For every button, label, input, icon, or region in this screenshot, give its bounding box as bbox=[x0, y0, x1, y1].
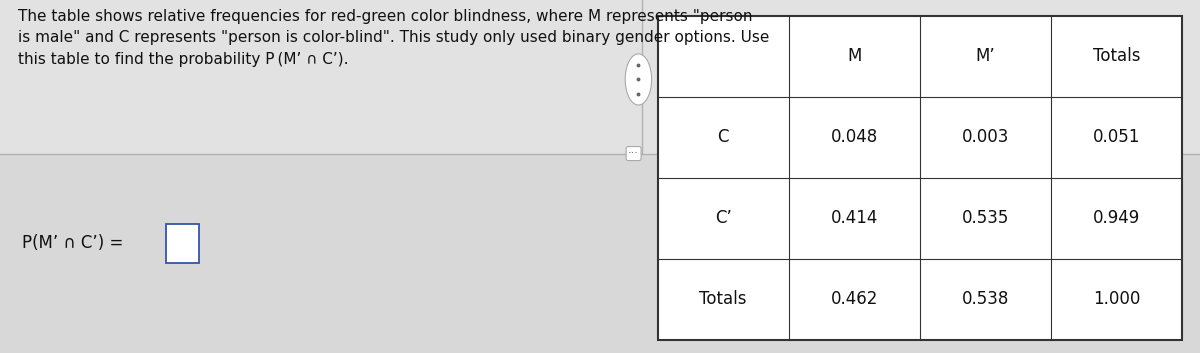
Text: 0.538: 0.538 bbox=[961, 290, 1009, 308]
Text: 0.048: 0.048 bbox=[830, 128, 878, 146]
Text: P(M’ ∩ C’) =: P(M’ ∩ C’) = bbox=[22, 234, 122, 252]
Text: C’: C’ bbox=[715, 209, 732, 227]
Text: 0.051: 0.051 bbox=[1093, 128, 1140, 146]
Text: M: M bbox=[847, 47, 862, 65]
Text: 1.000: 1.000 bbox=[1093, 290, 1140, 308]
Text: 0.414: 0.414 bbox=[830, 209, 878, 227]
Text: 0.462: 0.462 bbox=[830, 290, 878, 308]
Bar bbox=[658, 16, 1182, 340]
Text: C: C bbox=[718, 128, 728, 146]
Text: Totals: Totals bbox=[1093, 47, 1140, 65]
Ellipse shape bbox=[625, 54, 652, 105]
Text: Totals: Totals bbox=[700, 290, 746, 308]
Text: 0.535: 0.535 bbox=[961, 209, 1009, 227]
FancyBboxPatch shape bbox=[166, 224, 199, 263]
Text: M’: M’ bbox=[976, 47, 995, 65]
Text: The table shows relative frequencies for red-green color blindness, where M repr: The table shows relative frequencies for… bbox=[18, 9, 769, 67]
Text: ···: ··· bbox=[628, 149, 640, 158]
Bar bbox=[0, 0, 1200, 154]
Text: 0.003: 0.003 bbox=[961, 128, 1009, 146]
Bar bbox=[0, 154, 1200, 353]
Text: 0.949: 0.949 bbox=[1093, 209, 1140, 227]
